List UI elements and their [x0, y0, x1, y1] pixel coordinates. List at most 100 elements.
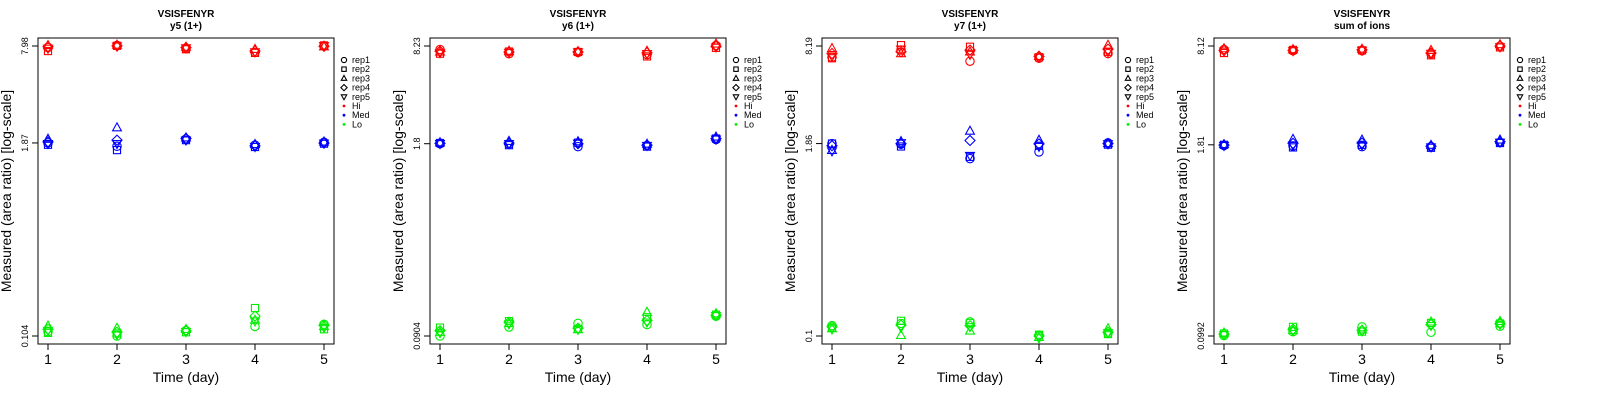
plot-frame	[1213, 37, 1511, 345]
data-point-med-rep5	[1218, 141, 1230, 152]
plot-frame	[429, 37, 727, 345]
legend-label: rep4	[744, 83, 762, 93]
legend-marker-lo	[1126, 123, 1130, 126]
data-point-hi-rep2	[43, 46, 53, 56]
legend-label: rep4	[352, 83, 370, 93]
data-point-med-rep1	[112, 141, 122, 151]
data-point-med-rep3	[826, 144, 838, 154]
data-point-lo-rep5	[710, 311, 722, 322]
x-tick-label: 5	[320, 351, 328, 367]
data-point-lo-rep3	[318, 320, 330, 331]
legend-marker-rep3	[1516, 74, 1524, 81]
data-point-lo-rep5	[42, 326, 54, 337]
data-point-lo-rep1	[896, 318, 906, 329]
data-point-hi-rep3	[180, 41, 192, 51]
data-point-lo-rep4	[826, 320, 838, 333]
data-point-med-rep2	[896, 142, 906, 151]
data-point-hi-rep5	[249, 48, 261, 58]
y-axis-label: Measured (area ratio) [log-scale]	[782, 90, 798, 292]
data-point-lo-rep5	[1425, 321, 1437, 332]
legend-marker-rep4	[1516, 83, 1524, 92]
legend-label: rep2	[744, 64, 762, 74]
data-point-hi-rep5	[641, 50, 653, 60]
data-point-hi-rep5	[503, 48, 515, 59]
legend-marker-rep5	[1516, 94, 1524, 101]
x-tick-label: 2	[505, 351, 513, 367]
data-point-med-rep3	[434, 136, 446, 147]
data-point-med-rep5	[1287, 141, 1299, 152]
y-tick-label: 8.23	[412, 37, 422, 55]
legend-label: rep1	[744, 55, 762, 65]
data-point-lo-rep2	[1288, 322, 1298, 331]
legend-label: rep3	[744, 73, 762, 83]
data-point-hi-rep3	[503, 45, 515, 55]
legend-marker-rep2	[1517, 66, 1523, 72]
data-point-hi-rep5	[964, 50, 976, 61]
data-point-hi-rep3	[111, 39, 123, 49]
legend-label: Lo	[1528, 119, 1538, 129]
y-axis-label: Measured (area ratio) [log-scale]	[390, 90, 406, 292]
data-point-med-rep3	[111, 121, 123, 132]
data-point-hi-rep1	[1103, 48, 1113, 59]
data-point-med-rep5	[1494, 138, 1506, 149]
legend-label: rep2	[1136, 64, 1154, 74]
data-point-hi-rep5	[434, 49, 446, 59]
data-point-med-rep1	[965, 153, 975, 164]
data-point-med-rep4	[964, 134, 976, 147]
legend-label: rep5	[1528, 92, 1546, 102]
data-point-lo-rep2	[435, 323, 445, 332]
data-point-lo-rep1	[435, 331, 445, 341]
data-point-lo-rep5	[572, 325, 584, 336]
y-tick-label: 0.0904	[412, 322, 422, 350]
data-point-med-rep5	[249, 142, 261, 153]
data-point-lo-rep5	[1494, 320, 1506, 331]
data-point-lo-rep5	[1287, 327, 1299, 337]
data-point-lo-rep5	[1356, 327, 1368, 337]
data-point-med-rep3	[1356, 133, 1368, 144]
data-point-lo-rep4	[111, 326, 123, 339]
legend-marker-rep5	[1124, 94, 1132, 101]
data-point-hi-rep3	[572, 45, 584, 56]
x-tick-label: 1	[1220, 351, 1228, 367]
data-point-med-rep5	[180, 136, 192, 147]
data-point-hi-rep5	[1102, 48, 1114, 58]
chart-subtitle: y5 (1+)	[170, 21, 202, 32]
legend-label: Lo	[352, 119, 362, 129]
x-tick-label: 3	[574, 351, 582, 367]
data-point-med-rep3	[318, 135, 330, 146]
data-point-lo-rep1	[573, 318, 583, 329]
data-point-lo-rep5	[964, 323, 976, 333]
x-tick-label: 2	[1289, 351, 1297, 367]
plot-frame	[821, 37, 1119, 345]
legend-marker-rep5	[732, 94, 740, 101]
chart-subtitle: y6 (1+)	[562, 21, 594, 32]
legend-label: Med	[1136, 110, 1154, 120]
legend-marker-med	[1518, 113, 1522, 117]
legend-marker-rep2	[341, 66, 347, 72]
legend-marker-rep4	[1124, 83, 1132, 92]
legend-marker-lo	[734, 123, 738, 126]
x-axis-label: Time (day)	[1329, 369, 1395, 385]
y-tick-label: 0.1	[804, 330, 814, 343]
data-point-hi-rep2	[642, 52, 652, 61]
x-tick-label: 4	[251, 351, 259, 367]
data-point-med-rep5	[572, 139, 584, 150]
x-tick-label: 1	[828, 351, 836, 367]
data-point-lo-rep3	[964, 324, 976, 335]
legend-marker-rep4	[732, 83, 740, 92]
data-point-hi-rep2	[965, 42, 975, 51]
legend-label: rep5	[352, 92, 370, 102]
legend-marker-rep1	[340, 56, 348, 64]
x-tick-label: 1	[44, 351, 52, 367]
data-point-med-rep5	[964, 151, 976, 162]
data-point-hi-rep5	[42, 44, 54, 55]
data-point-med-rep4	[1033, 138, 1045, 150]
data-point-lo-rep3	[1356, 323, 1368, 334]
data-point-hi-rep5	[318, 42, 330, 52]
data-point-hi-rep3	[1033, 50, 1045, 61]
x-tick-label: 2	[113, 351, 121, 367]
legend-label: Med	[1528, 110, 1546, 120]
